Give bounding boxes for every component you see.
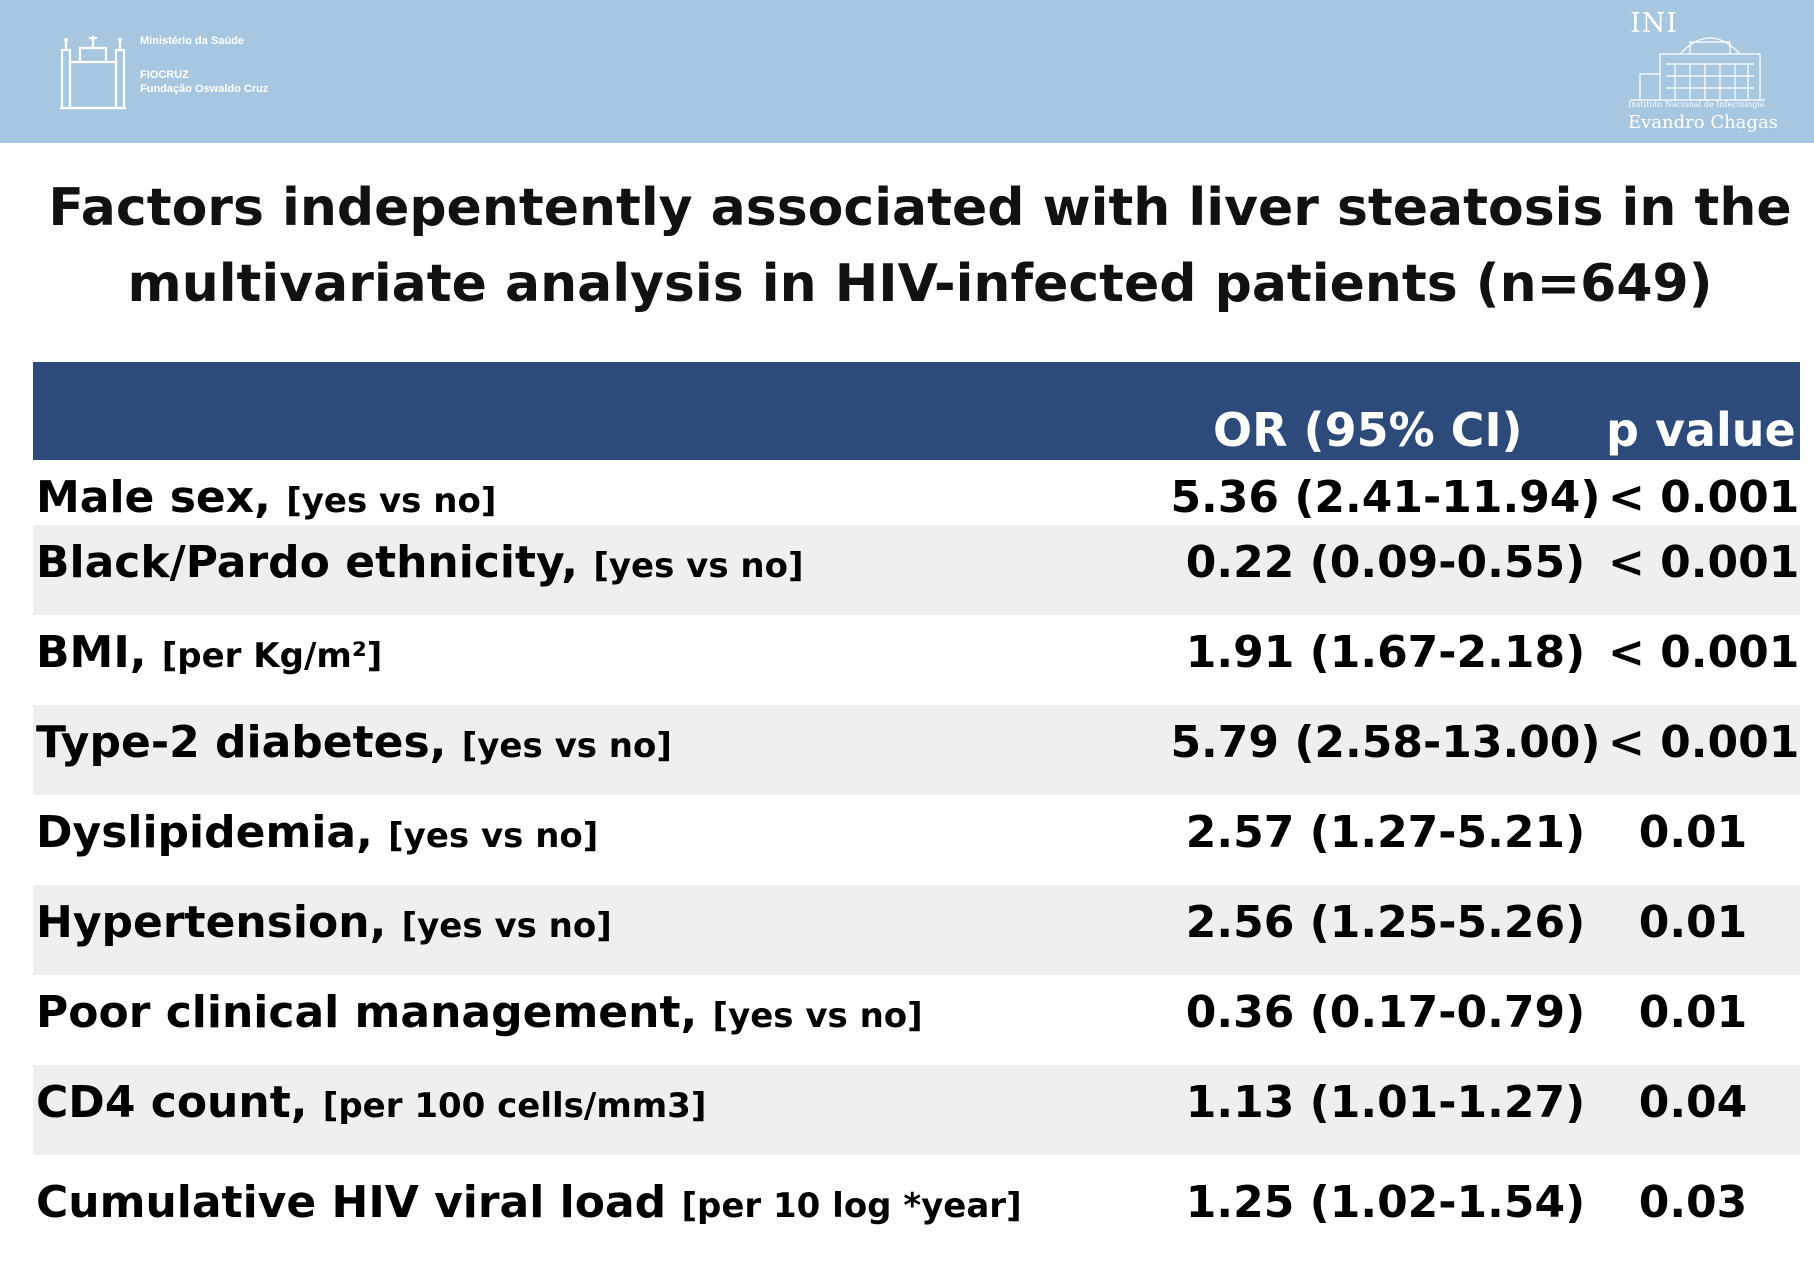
ini-acronym: INI xyxy=(1630,8,1678,39)
table-header: OR (95% CI) p value xyxy=(33,362,1800,460)
table-row: Cumulative HIV viral load [per 10 log *y… xyxy=(33,1165,1800,1255)
factor-label: CD4 count, xyxy=(36,1077,308,1128)
factor-unit: [per Kg/m²] xyxy=(161,636,383,676)
factor-unit: [yes vs no] xyxy=(286,481,497,521)
factor-cell: Male sex, [yes vs no] xyxy=(36,472,496,523)
or-value: 1.25 (1.02-1.54) xyxy=(1185,1177,1586,1228)
factor-label: Hypertension, xyxy=(36,897,387,948)
factor-cell: Dyslipidemia, [yes vs no] xyxy=(36,807,598,858)
factor-label: Dyslipidemia, xyxy=(36,807,373,858)
factor-label: Male sex, xyxy=(36,472,271,523)
or-value: 2.56 (1.25-5.26) xyxy=(1185,897,1586,948)
table-row: Type-2 diabetes, [yes vs no] 5.79 (2.58-… xyxy=(33,705,1800,795)
factor-cell: Black/Pardo ethnicity, [yes vs no] xyxy=(36,537,804,588)
slide-title: Factors indepentently associated with li… xyxy=(40,170,1800,322)
or-value: 0.36 (0.17-0.79) xyxy=(1185,987,1586,1038)
factor-label: BMI, xyxy=(36,627,147,678)
factor-cell: Type-2 diabetes, [yes vs no] xyxy=(36,717,672,768)
ini-building-icon xyxy=(1630,37,1765,101)
factor-label: Cumulative HIV viral load xyxy=(36,1177,667,1228)
factor-unit: [yes vs no] xyxy=(388,816,599,856)
table-row: Dyslipidemia, [yes vs no] 2.57 (1.27-5.2… xyxy=(33,795,1800,885)
p-value: < 0.001 xyxy=(1608,717,1800,768)
factor-unit: [yes vs no] xyxy=(712,996,923,1036)
ini-logo: INI Instituto Nacional de Infectologia E… xyxy=(1620,8,1778,138)
p-value: < 0.001 xyxy=(1608,627,1800,678)
factor-cell: Cumulative HIV viral load [per 10 log *y… xyxy=(36,1177,1022,1228)
fiocruz-logo-text: Ministério da Saúde FIOCRUZ Fundação Osw… xyxy=(140,34,268,96)
factor-unit: [per 10 log *year] xyxy=(681,1186,1022,1226)
title-line-2: multivariate analysis in HIV-infected pa… xyxy=(127,254,1713,314)
table-row: Black/Pardo ethnicity, [yes vs no] 0.22 … xyxy=(33,525,1800,615)
table-row: Hypertension, [yes vs no] 2.56 (1.25-5.2… xyxy=(33,885,1800,975)
ini-name-label: Evandro Chagas xyxy=(1628,112,1778,133)
table-row: CD4 count, [per 100 cells/mm3] 1.13 (1.0… xyxy=(33,1065,1800,1155)
header-band: Ministério da Saúde FIOCRUZ Fundação Osw… xyxy=(0,0,1814,143)
or-value: 5.79 (2.58-13.00) xyxy=(1170,717,1601,768)
factor-cell: Poor clinical management, [yes vs no] xyxy=(36,987,923,1038)
ministry-label: Ministério da Saúde xyxy=(140,35,244,47)
p-value: 0.04 xyxy=(1638,1077,1748,1128)
foundation-label: Fundação Oswaldo Cruz xyxy=(140,83,269,95)
factor-cell: Hypertension, [yes vs no] xyxy=(36,897,612,948)
factor-label: Poor clinical management, xyxy=(36,987,698,1038)
column-header-or: OR (95% CI) xyxy=(1213,403,1523,457)
p-value: 0.01 xyxy=(1638,807,1748,858)
factor-unit: [per 100 cells/mm3] xyxy=(322,1086,707,1126)
fiocruz-label: FIOCRUZ xyxy=(140,69,189,81)
or-value: 0.22 (0.09-0.55) xyxy=(1185,537,1586,588)
or-value: 1.91 (1.67-2.18) xyxy=(1185,627,1586,678)
factor-unit: [yes vs no] xyxy=(461,726,672,766)
p-value: < 0.001 xyxy=(1608,472,1800,523)
factor-label: Black/Pardo ethnicity, xyxy=(36,537,579,588)
p-value: 0.01 xyxy=(1638,897,1748,948)
or-value: 2.57 (1.27-5.21) xyxy=(1185,807,1586,858)
column-header-p-value: p value xyxy=(1606,403,1796,457)
fiocruz-castle-logo xyxy=(60,36,126,110)
factor-label: Type-2 diabetes, xyxy=(36,717,447,768)
table-row: BMI, [per Kg/m²] 1.91 (1.67-2.18) < 0.00… xyxy=(33,615,1800,705)
table-row: Poor clinical management, [yes vs no] 0.… xyxy=(33,975,1800,1065)
ini-institute-label: Instituto Nacional de Infectologia xyxy=(1628,100,1765,109)
p-value: < 0.001 xyxy=(1608,537,1800,588)
factor-unit: [yes vs no] xyxy=(401,906,612,946)
title-line-1: Factors indepentently associated with li… xyxy=(48,178,1792,238)
p-value: 0.03 xyxy=(1638,1177,1748,1228)
factor-cell: BMI, [per Kg/m²] xyxy=(36,627,382,678)
or-value: 1.13 (1.01-1.27) xyxy=(1185,1077,1586,1128)
factor-cell: CD4 count, [per 100 cells/mm3] xyxy=(36,1077,706,1128)
factor-unit: [yes vs no] xyxy=(593,546,804,586)
or-value: 5.36 (2.41-11.94) xyxy=(1170,472,1601,523)
table-row: Male sex, [yes vs no] 5.36 (2.41-11.94) … xyxy=(33,460,1800,550)
p-value: 0.01 xyxy=(1638,987,1748,1038)
